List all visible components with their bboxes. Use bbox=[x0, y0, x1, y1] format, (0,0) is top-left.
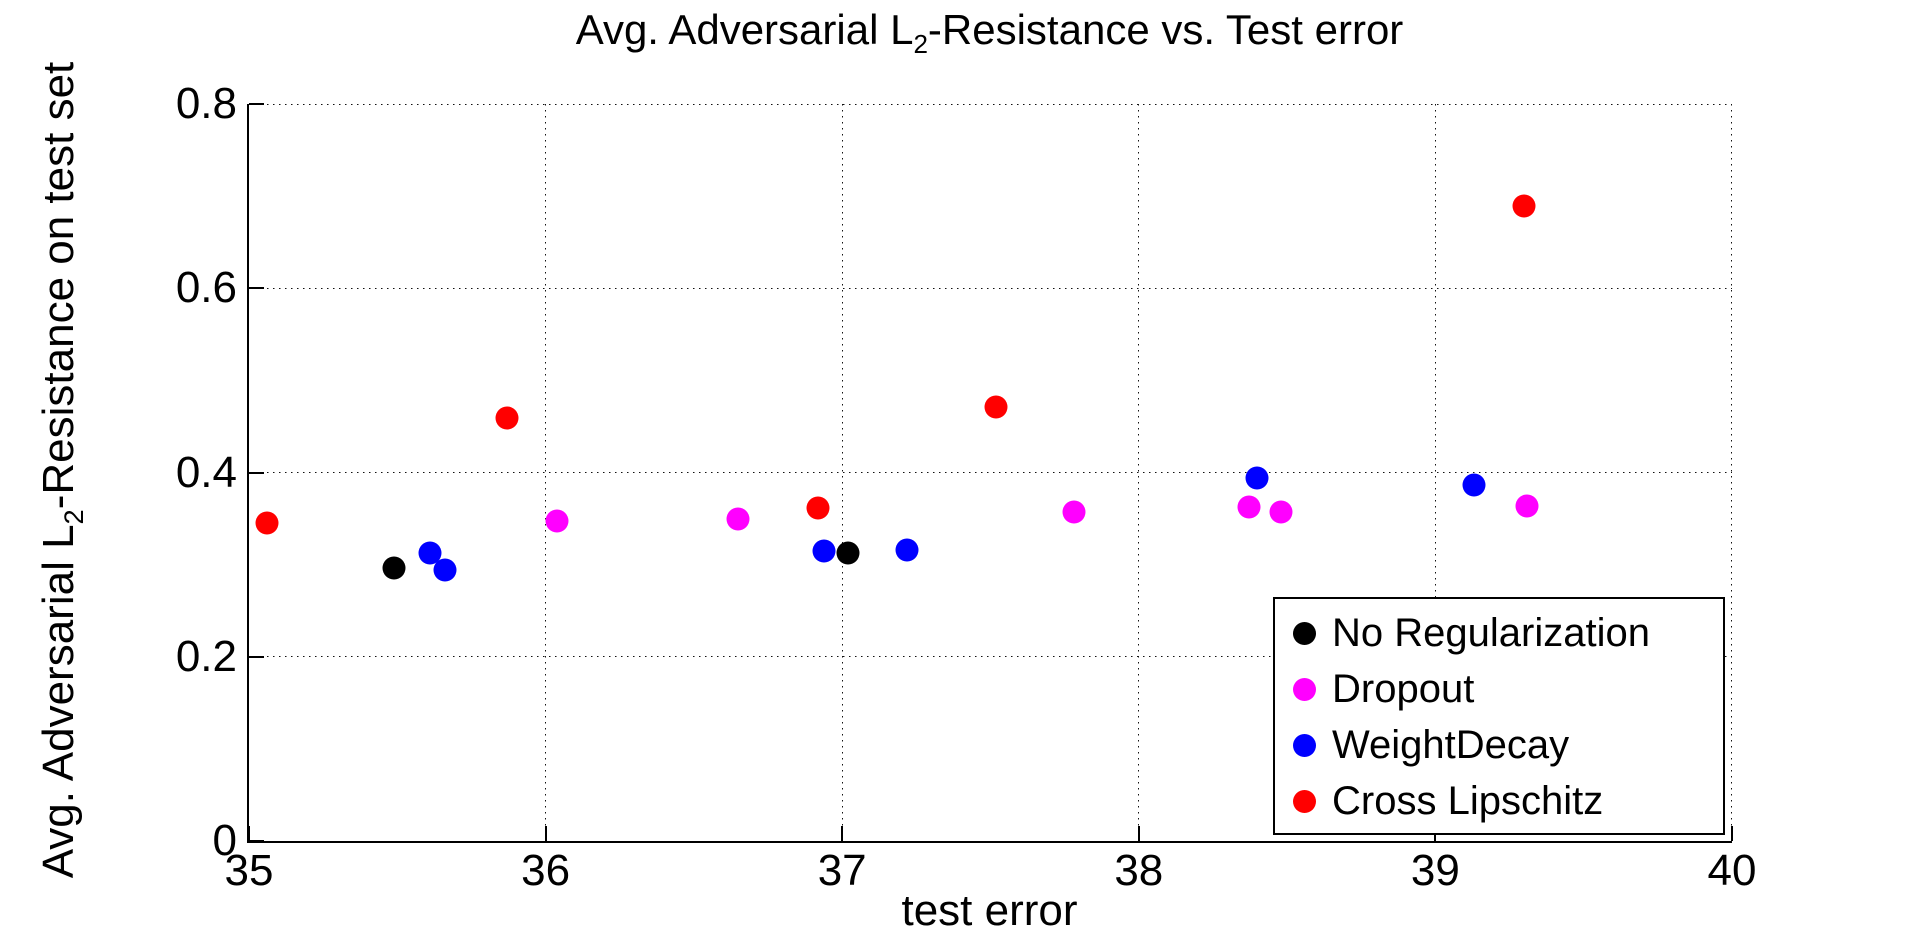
plot-area: 35 36 37 38 39 40 0 0.2 0.4 0.6 0.8 bbox=[176, 82, 1757, 893]
y-tick-mark-0.6 bbox=[249, 287, 264, 290]
y-axis-label: Avg. Adversarial L2-Resistance on test s… bbox=[34, 62, 90, 879]
y-tick-mark-0.4 bbox=[249, 471, 264, 474]
x-axis-label: test error bbox=[247, 886, 1732, 936]
chart-title-subscript: 2 bbox=[913, 29, 928, 60]
data-point-weightdecay bbox=[433, 558, 457, 582]
legend-marker-no-regularization-icon bbox=[1293, 621, 1316, 645]
y-axis-label-suffix: -Resistance on test set bbox=[34, 61, 84, 510]
gridline-horizontal-0.4 bbox=[249, 472, 1732, 473]
data-point-weightdecay bbox=[895, 538, 919, 562]
x-tick-mark-37 bbox=[841, 826, 844, 841]
x-axis-label-text: test error bbox=[901, 886, 1078, 935]
y-tick-mark-0 bbox=[249, 840, 264, 842]
x-tick-label-39: 39 bbox=[1410, 846, 1460, 895]
data-point-dropout bbox=[545, 509, 569, 533]
legend-item-no-regularization: No Regularization bbox=[1275, 605, 1723, 661]
gridline-horizontal-0.2 bbox=[249, 656, 1732, 658]
x-tick-label-35: 35 bbox=[224, 846, 274, 895]
x-tick-mark-35 bbox=[248, 826, 250, 841]
legend-item-cross-lipschitz: Cross Lipschitz bbox=[1275, 773, 1723, 829]
chart-title-suffix: -Resistance vs. Test error bbox=[927, 6, 1404, 53]
legend-marker-dropout-icon bbox=[1293, 677, 1316, 701]
y-axis-label-text: Avg. Adversarial L bbox=[34, 524, 84, 879]
data-point-dropout bbox=[1515, 494, 1539, 518]
data-point-weightdecay bbox=[812, 539, 836, 563]
y-tick-label-0.8: 0.8 bbox=[175, 79, 237, 128]
legend-item-weightdecay: WeightDecay bbox=[1275, 717, 1723, 773]
data-point-cross-lipschitz bbox=[806, 496, 830, 519]
x-tick-mark-38 bbox=[1137, 826, 1140, 841]
data-point-cross-lipschitz bbox=[984, 395, 1008, 419]
legend-label-no-regularization: No Regularization bbox=[1332, 610, 1650, 655]
x-tick-label-37: 37 bbox=[817, 846, 867, 895]
legend-label-cross-lipschitz: Cross Lipschitz bbox=[1332, 778, 1604, 823]
data-point-weightdecay bbox=[418, 541, 442, 565]
data-point-cross-lipschitz bbox=[255, 511, 279, 535]
x-tick-label-36: 36 bbox=[521, 846, 571, 895]
legend: No Regularization Dropout WeightDecay Cross… bbox=[1273, 597, 1725, 835]
data-point-dropout bbox=[1269, 500, 1293, 524]
x-tick-label-40: 40 bbox=[1707, 846, 1757, 895]
y-tick-label-0: 0 bbox=[212, 816, 237, 865]
chart-title: Avg. Adversarial L2-Resistance vs. Test … bbox=[247, 6, 1732, 60]
y-tick-label-0.6: 0.6 bbox=[175, 263, 237, 313]
data-point-cross-lipschitz bbox=[495, 406, 519, 430]
y-axis-label-subscript: 2 bbox=[57, 509, 89, 525]
legend-item-dropout: Dropout bbox=[1275, 661, 1723, 717]
legend-marker-weightdecay-icon bbox=[1293, 733, 1316, 757]
legend-label-dropout: Dropout bbox=[1332, 666, 1475, 711]
gridline-horizontal-0.6 bbox=[249, 287, 1732, 289]
data-point-dropout bbox=[1062, 500, 1086, 524]
data-point-cross-lipschitz bbox=[1512, 194, 1536, 218]
x-tick-label-38: 38 bbox=[1114, 846, 1164, 895]
x-tick-mark-40 bbox=[1731, 826, 1733, 841]
data-point-dropout bbox=[726, 507, 750, 531]
data-point-no-regularization bbox=[836, 541, 860, 565]
y-tick-mark-0.8 bbox=[249, 103, 264, 105]
x-tick-mark-36 bbox=[544, 826, 547, 841]
y-tick-label-0.4: 0.4 bbox=[175, 447, 237, 497]
data-point-no-regularization bbox=[382, 556, 406, 580]
chart-title-text: Avg. Adversarial L bbox=[575, 6, 914, 53]
data-point-dropout bbox=[1237, 495, 1261, 519]
legend-label-weightdecay: WeightDecay bbox=[1332, 722, 1570, 767]
gridline-horizontal-0.8 bbox=[249, 104, 1732, 105]
y-tick-mark-0.2 bbox=[249, 655, 264, 658]
legend-marker-cross-lipschitz-icon bbox=[1293, 789, 1316, 813]
data-point-weightdecay bbox=[1462, 473, 1486, 497]
y-tick-label-0.2: 0.2 bbox=[175, 631, 237, 681]
data-point-weightdecay bbox=[1245, 466, 1269, 490]
